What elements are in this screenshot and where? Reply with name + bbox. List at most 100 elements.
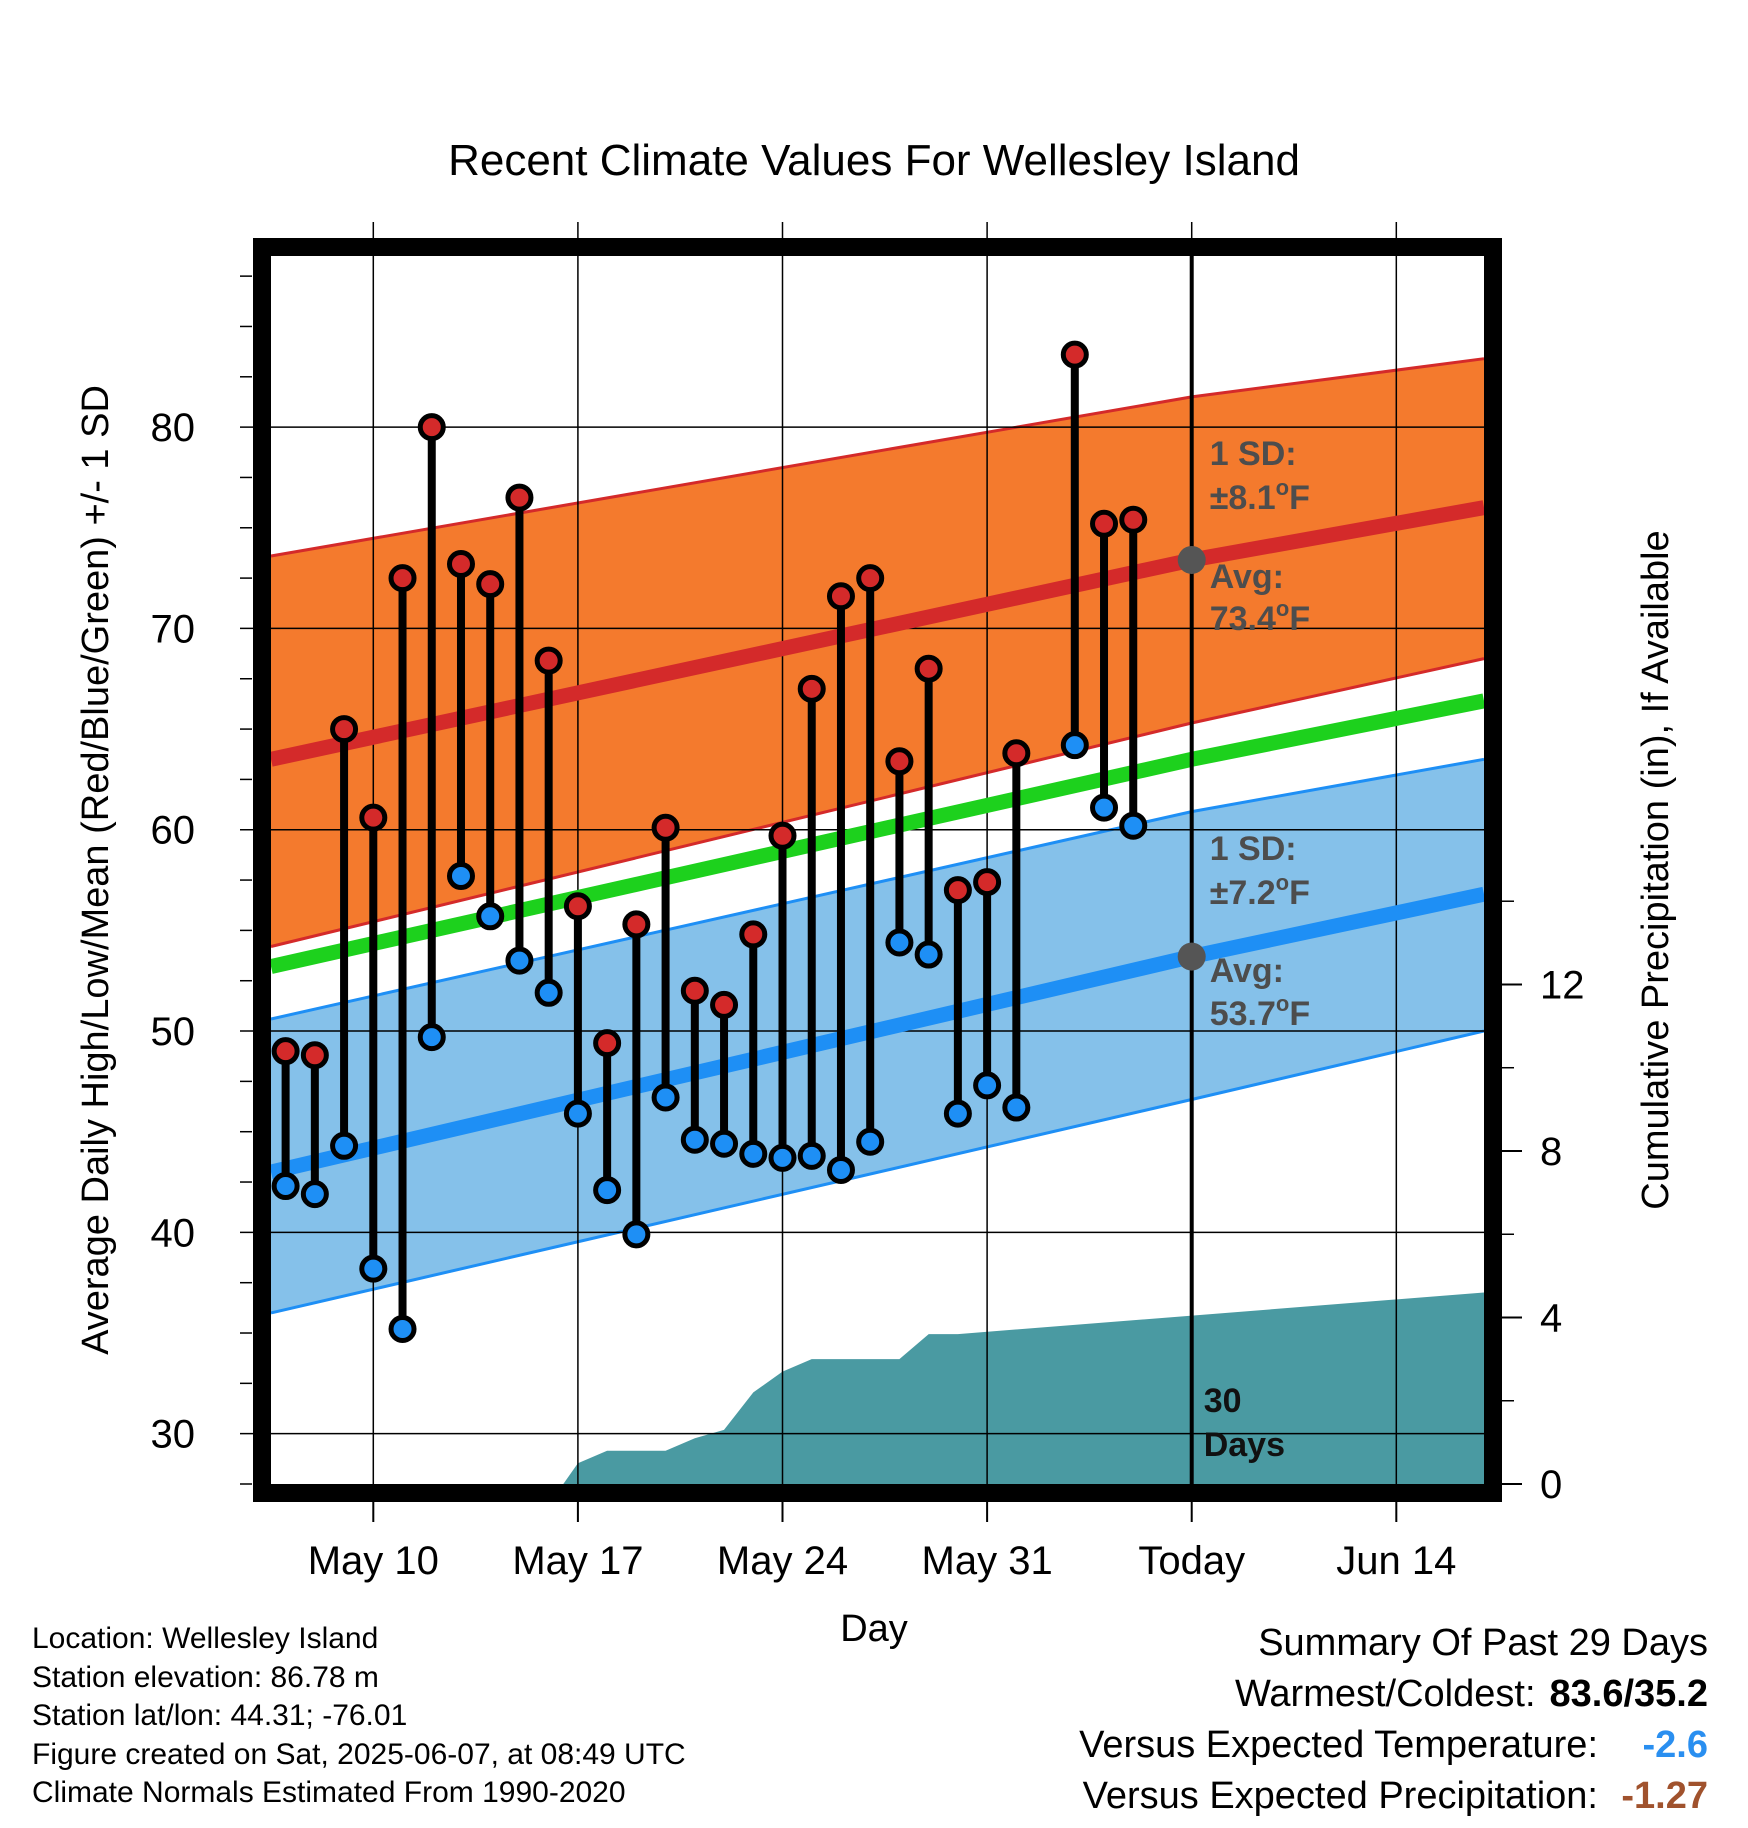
summary-panel: Summary Of Past 29 Days Warmest/Coldest:…	[1079, 1618, 1708, 1822]
daily-low-point-17	[768, 1143, 797, 1172]
location-text: Location: Wellesley Island	[32, 1622, 379, 1655]
daily-low-point-19	[826, 1155, 855, 1184]
precip-area	[563, 1292, 1484, 1484]
x-tick-label-3: May 31	[922, 1539, 1053, 1583]
daily-high-point-26	[1060, 340, 1089, 369]
daily-high-point-24	[973, 868, 1002, 897]
daily-high-point-28	[1119, 505, 1148, 534]
low-sd-value: ±7.2oF	[1210, 870, 1310, 912]
x-tick-label-0: May 10	[308, 1539, 439, 1583]
daily-high-point-13	[651, 813, 680, 842]
daily-high-point-7	[476, 570, 505, 599]
daily-high-point-6	[446, 550, 475, 579]
summary-warm-cold: Warmest/Coldest: 83.6/35.2	[1079, 1669, 1708, 1720]
latlon-text: Station lat/lon: 44.31; -76.01	[32, 1699, 408, 1732]
normals-text: Climate Normals Estimated From 1990-2020	[32, 1776, 626, 1809]
station-info: Location: Wellesley Island Station eleva…	[32, 1620, 686, 1813]
daily-low-point-23	[943, 1099, 972, 1128]
daily-high-point-16	[739, 920, 768, 949]
daily-bars	[281, 354, 1138, 1329]
daily-low-point-2	[330, 1131, 359, 1160]
precip-value: -1.27	[1621, 1775, 1708, 1817]
x-tick-label-1: May 17	[512, 1539, 643, 1583]
daily-low-point-10	[563, 1099, 592, 1128]
y-tick-label-50: 50	[151, 1010, 196, 1054]
daily-low-point-26	[1060, 731, 1089, 760]
x-tick-label-4: Today	[1138, 1539, 1245, 1583]
y2-tick-label-0: 0	[1540, 1463, 1562, 1507]
daily-high-point-8	[505, 483, 534, 512]
daily-low-point-28	[1119, 811, 1148, 840]
daily-high-point-21	[885, 747, 914, 776]
daily-low-point-9	[534, 978, 563, 1007]
daily-high-point-3	[359, 803, 388, 832]
y2-tick-label-8: 8	[1540, 1130, 1562, 1174]
daily-high-point-14	[680, 976, 709, 1005]
daily-high-point-11	[593, 1029, 622, 1058]
daily-low-point-3	[359, 1254, 388, 1283]
daily-low-point-6	[446, 862, 475, 891]
chart-title: Recent Climate Values For Wellesley Isla…	[448, 136, 1300, 185]
daily-high-point-15	[710, 990, 739, 1019]
warm-cold-label: Warmest/Coldest:	[1234, 1673, 1536, 1715]
y2-axis-label: Cumulative Precipitation (in), If Availa…	[1635, 530, 1677, 1209]
daily-low-point-16	[739, 1139, 768, 1168]
daily-low-point-11	[593, 1176, 622, 1205]
daily-high-point-10	[563, 892, 592, 921]
y2-tick-label-4: 4	[1540, 1296, 1562, 1340]
daily-low-point-5	[417, 1023, 446, 1052]
daily-low-point-7	[476, 902, 505, 931]
daily-low-point-13	[651, 1083, 680, 1112]
daily-low-point-27	[1090, 793, 1119, 822]
y-axis-label: Average Daily High/Low/Mean (Red/Blue/Gr…	[75, 385, 117, 1355]
daily-markers	[271, 340, 1148, 1343]
daily-high-point-22	[914, 654, 943, 683]
daily-low-point-8	[505, 946, 534, 975]
plot-frame	[253, 238, 1502, 1502]
daily-low-point-14	[680, 1125, 709, 1154]
daily-low-point-22	[914, 940, 943, 969]
low-avg-dot	[1177, 942, 1206, 971]
low-sd-label: 1 SD:	[1210, 830, 1297, 868]
y-tick-label-60: 60	[151, 809, 196, 853]
daily-high-point-2	[330, 715, 359, 744]
high-sd-label: 1 SD:	[1210, 435, 1297, 473]
high-sd-value: ±8.1oF	[1210, 475, 1310, 517]
daily-low-point-25	[1002, 1093, 1031, 1122]
temp-label: Versus Expected Temperature:	[1079, 1724, 1598, 1766]
daily-high-point-5	[417, 413, 446, 442]
daily-low-point-20	[856, 1127, 885, 1156]
high-sd-band	[271, 358, 1484, 947]
summary-title: Summary Of Past 29 Days	[1258, 1622, 1708, 1664]
low-avg-value: 53.7oF	[1210, 991, 1310, 1033]
high-avg-value: 73.4oF	[1210, 596, 1310, 638]
daily-high-point-4	[388, 564, 417, 593]
daily-low-point-18	[797, 1141, 826, 1170]
high-avg-dot	[1177, 545, 1206, 574]
axes: May 10 May 17 May 24 May 31 Today Jun 1430405…	[151, 275, 1585, 1583]
daily-low-point-21	[885, 928, 914, 957]
high-avg-label: Avg:	[1210, 558, 1284, 596]
y-tick-label-70: 70	[151, 607, 196, 651]
y-tick-label-40: 40	[151, 1211, 196, 1255]
daily-low-point-0	[271, 1172, 300, 1201]
created-text: Figure created on Sat, 2025-06-07, at 08…	[32, 1737, 686, 1771]
daily-high-point-0	[271, 1037, 300, 1066]
elevation-text: Station elevation: 86.78 m	[32, 1660, 379, 1694]
daily-high-point-20	[856, 564, 885, 593]
summary-temp: Versus Expected Temperature: -2.6	[1079, 1720, 1708, 1771]
daily-high-point-19	[826, 582, 855, 611]
daily-low-point-12	[622, 1220, 651, 1249]
daily-high-point-9	[534, 646, 563, 675]
temp-value: -2.6	[1642, 1724, 1708, 1766]
daily-high-point-25	[1002, 739, 1031, 768]
x-tick-label-5: Jun 14	[1336, 1539, 1456, 1583]
daily-high-point-27	[1090, 509, 1119, 538]
daily-high-point-1	[300, 1041, 329, 1070]
low-avg-label: Avg:	[1210, 952, 1284, 990]
summary-precip: Versus Expected Precipitation: -1.27	[1079, 1771, 1708, 1822]
daily-high-point-12	[622, 910, 651, 939]
precip-area-fill	[563, 1292, 1484, 1484]
